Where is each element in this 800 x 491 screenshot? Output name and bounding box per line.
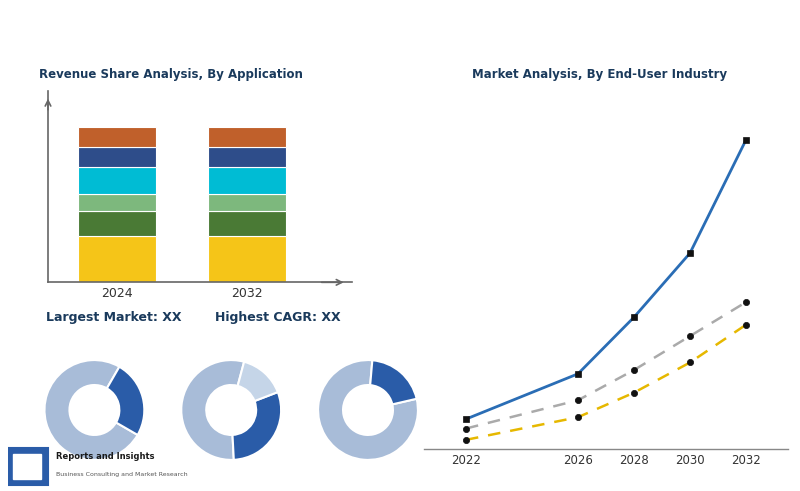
Bar <box>208 128 286 147</box>
Bar <box>208 147 286 167</box>
Bar <box>78 211 156 236</box>
Bar <box>78 167 156 194</box>
Wedge shape <box>370 360 417 405</box>
Bar <box>208 167 286 194</box>
Text: GLOBAL EXPLAINABLE ARTIFICIAL INTELLIGENCE (XAI) MARKET SEGMENT ANALYSIS: GLOBAL EXPLAINABLE ARTIFICIAL INTELLIGEN… <box>54 16 746 31</box>
Bar <box>208 194 286 211</box>
Text: Business Consulting and Market Research: Business Consulting and Market Research <box>55 472 187 477</box>
Wedge shape <box>182 360 244 460</box>
FancyBboxPatch shape <box>8 448 49 485</box>
Bar <box>78 147 156 167</box>
Bar <box>208 236 286 282</box>
FancyBboxPatch shape <box>14 454 42 479</box>
Bar <box>78 128 156 147</box>
Wedge shape <box>45 360 138 460</box>
Bar <box>78 236 156 282</box>
Bar <box>208 211 286 236</box>
Text: Highest CAGR: XX: Highest CAGR: XX <box>215 311 341 325</box>
Wedge shape <box>318 360 418 460</box>
Bar <box>78 194 156 211</box>
Text: Largest Market: XX: Largest Market: XX <box>46 311 182 325</box>
Wedge shape <box>233 392 281 460</box>
Text: Reports and Insights: Reports and Insights <box>55 452 154 461</box>
Wedge shape <box>238 362 278 401</box>
Wedge shape <box>107 367 144 435</box>
Text: Revenue Share Analysis, By Application: Revenue Share Analysis, By Application <box>38 68 302 81</box>
Text: Market Analysis, By End-User Industry: Market Analysis, By End-User Industry <box>473 68 727 81</box>
